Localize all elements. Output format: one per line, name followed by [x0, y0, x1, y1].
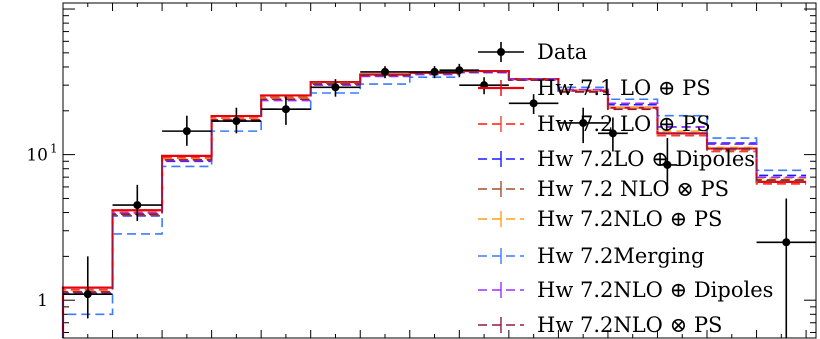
data-point-8	[409, 66, 460, 79]
data-marker	[608, 129, 617, 138]
legend-entry-3: Hw 7.2 LO ⊕ PS	[478, 112, 711, 136]
data-point-9	[439, 63, 480, 78]
legend-entry-2: Hw 7.1 LO ⊕ PS	[478, 76, 711, 100]
legend-entry-7: Hw 7.2Merging	[478, 244, 704, 268]
legend-label: Hw 7.2 LO ⊕ PS	[537, 112, 711, 136]
y-tick-label: 1	[37, 291, 48, 311]
data-marker	[430, 67, 439, 76]
legend-label: Hw 7.2NLO ⊗ PS	[537, 313, 722, 337]
axis-ticks	[62, 3, 816, 338]
data-point-2	[112, 184, 163, 221]
data-point-12	[558, 107, 608, 144]
data-marker	[83, 290, 92, 299]
legend-entry-1: Data	[478, 40, 587, 64]
data-marker	[331, 83, 340, 92]
data-marker	[133, 201, 142, 210]
legend-entry-4: Hw 7.2LO ⊕ Dipoles	[478, 147, 755, 171]
data-marker	[182, 127, 191, 136]
legend: Data Hw 7.1 LO ⊕ PS Hw 7.2 LO ⊕ PS Hw 7.2LO…	[478, 40, 773, 337]
data-point-15	[756, 198, 816, 338]
legend-label: Hw 7.2Merging	[537, 244, 704, 268]
data-point-6	[310, 79, 361, 97]
data-marker	[281, 105, 290, 114]
series-line-2	[62, 70, 807, 338]
data-marker	[782, 238, 791, 247]
data-point-11	[508, 94, 559, 115]
legend-label: Hw 7.2 NLO ⊗ PS	[537, 177, 729, 201]
data-point-14	[657, 138, 678, 187]
legend-label: Data	[537, 40, 587, 64]
data-marker	[663, 160, 672, 169]
y-tick-label-exponent: 1	[50, 142, 58, 156]
data-point-1	[63, 256, 113, 319]
data-marker	[529, 99, 538, 108]
histogram-series	[61, 69, 807, 338]
series-line-1	[61, 69, 807, 338]
y-tick-labels: 110 1	[26, 142, 57, 312]
plot-frame	[62, 2, 817, 339]
data-point-7	[360, 66, 410, 79]
legend-entry-8: Hw 7.2NLO ⊕ Dipoles	[478, 278, 773, 302]
data-point-5	[261, 96, 311, 125]
data-marker	[381, 67, 390, 76]
data-point-13	[598, 117, 628, 152]
legend-entry-9: Hw 7.2NLO ⊗ PS	[478, 313, 722, 337]
legend-label: Hw 7.2NLO ⊕ PS	[537, 207, 722, 231]
legend-entry-6: Hw 7.2NLO ⊕ PS	[478, 207, 722, 231]
data-marker	[579, 118, 588, 127]
data-point-4	[211, 107, 262, 134]
legend-swatch-marker	[497, 48, 505, 56]
legend-entry-5: Hw 7.2 NLO ⊗ PS	[478, 177, 729, 201]
legend-label: Hw 7.2LO ⊕ Dipoles	[537, 147, 755, 171]
data-marker	[232, 117, 241, 126]
data-marker	[455, 66, 464, 75]
data-point-3	[162, 115, 212, 146]
legend-label: Hw 7.2NLO ⊕ Dipoles	[537, 278, 773, 302]
legend-label: Hw 7.1 LO ⊕ PS	[537, 76, 711, 100]
y-tick-label: 10	[26, 146, 48, 166]
